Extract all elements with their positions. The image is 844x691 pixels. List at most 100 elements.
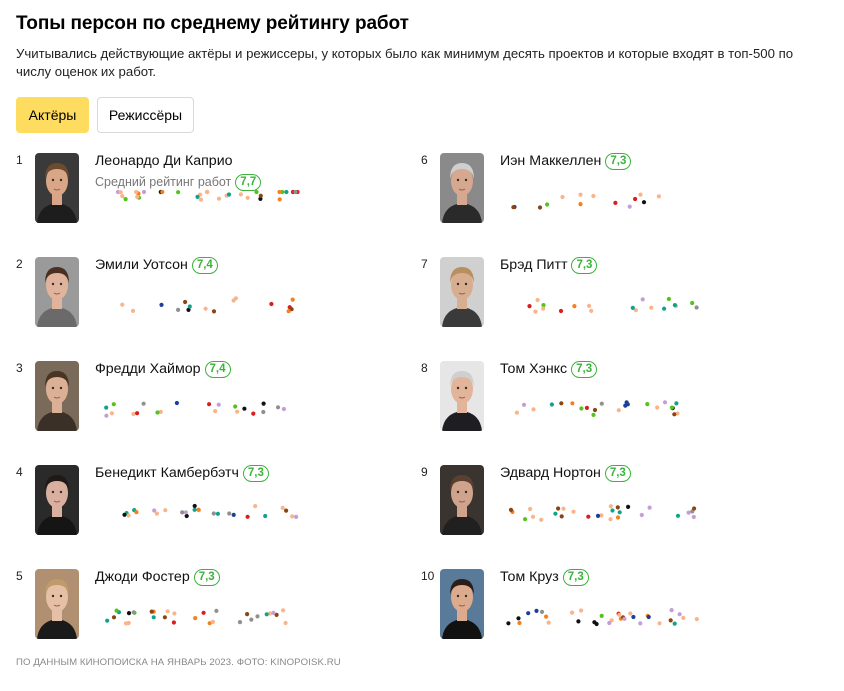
work-dot[interactable] [130, 308, 136, 313]
work-dot[interactable] [672, 621, 677, 626]
work-dot[interactable] [638, 621, 643, 626]
person-photo[interactable] [440, 153, 484, 223]
work-dot[interactable] [293, 189, 298, 195]
work-dot[interactable] [203, 306, 208, 311]
work-dot[interactable] [506, 621, 511, 626]
work-dot[interactable] [633, 196, 638, 202]
work-dot[interactable] [591, 193, 596, 199]
work-dot[interactable] [537, 205, 543, 210]
tab-actors[interactable]: Актёры [16, 97, 89, 133]
work-dot[interactable] [589, 308, 594, 313]
work-dot[interactable] [249, 617, 254, 622]
work-dot[interactable] [216, 402, 221, 407]
work-dot[interactable] [207, 402, 212, 407]
person-name[interactable]: Том Круз 7,3 [500, 569, 589, 586]
work-dot[interactable] [528, 506, 533, 512]
work-dot[interactable] [149, 609, 154, 614]
work-dot[interactable] [183, 299, 188, 305]
work-dot[interactable] [591, 412, 596, 417]
work-dot[interactable] [238, 192, 243, 197]
work-dot[interactable] [120, 302, 125, 307]
work-dot[interactable] [615, 515, 621, 520]
work-dot[interactable] [511, 205, 516, 210]
work-dot[interactable] [160, 189, 165, 195]
work-dot[interactable] [616, 408, 621, 413]
work-dot[interactable] [623, 403, 628, 408]
work-dot[interactable] [595, 513, 601, 518]
work-dot[interactable] [686, 510, 691, 515]
work-dot[interactable] [576, 619, 581, 624]
person-card[interactable]: 7 Брэд Питт 7,3 [421, 257, 721, 337]
person-name[interactable]: Эдвард Нортон 7,3 [500, 465, 631, 482]
work-dot[interactable] [645, 402, 650, 407]
work-dot[interactable] [269, 301, 274, 307]
work-dot[interactable] [662, 306, 667, 311]
work-dot[interactable] [530, 514, 536, 519]
work-dot[interactable] [571, 509, 576, 514]
work-dot[interactable] [281, 608, 286, 613]
work-dot[interactable] [231, 512, 236, 517]
work-dot[interactable] [258, 193, 263, 198]
work-dot[interactable] [253, 504, 258, 509]
person-name[interactable]: Брэд Питт 7,3 [500, 257, 598, 274]
work-dot[interactable] [245, 195, 250, 200]
work-dot[interactable] [521, 402, 527, 407]
person-name[interactable]: Джоди Фостер 7,3 [95, 569, 220, 586]
work-dot[interactable] [215, 511, 220, 516]
work-dot[interactable] [599, 513, 604, 518]
work-dot[interactable] [624, 400, 629, 405]
work-dot[interactable] [154, 511, 159, 516]
person-card[interactable]: 10 Том Круз 7,3 [421, 569, 721, 649]
work-dot[interactable] [610, 508, 615, 513]
work-dot[interactable] [163, 508, 168, 513]
work-dot[interactable] [523, 517, 528, 522]
work-dot[interactable] [174, 400, 179, 406]
work-dot[interactable] [264, 612, 269, 617]
work-dot[interactable] [151, 615, 156, 620]
work-dot[interactable] [546, 620, 551, 625]
work-dot[interactable] [281, 406, 286, 412]
work-dot[interactable] [641, 200, 647, 205]
work-dot[interactable] [198, 197, 203, 202]
work-dot[interactable] [242, 406, 247, 411]
work-dot[interactable] [141, 189, 147, 195]
person-photo[interactable] [35, 257, 79, 327]
work-dot[interactable] [290, 297, 295, 302]
work-dot[interactable] [261, 401, 266, 406]
work-dot[interactable] [533, 309, 538, 314]
work-dot[interactable] [176, 307, 181, 312]
work-dot[interactable] [159, 302, 164, 307]
work-dot[interactable] [526, 611, 531, 616]
work-dot[interactable] [126, 513, 131, 518]
work-dot[interactable] [578, 192, 583, 197]
person-card[interactable]: 6 Иэн Маккеллен 7,3 [421, 153, 721, 233]
work-dot[interactable] [558, 308, 564, 314]
work-dot[interactable] [271, 610, 276, 615]
work-dot[interactable] [570, 610, 575, 615]
work-dot[interactable] [681, 615, 686, 620]
work-dot[interactable] [192, 503, 197, 509]
work-dot[interactable] [263, 513, 268, 519]
work-dot[interactable] [255, 614, 260, 619]
work-dot[interactable] [111, 402, 116, 407]
work-dot[interactable] [691, 514, 696, 520]
work-dot[interactable] [599, 401, 604, 406]
work-dot[interactable] [158, 409, 163, 414]
work-dot[interactable] [283, 620, 288, 626]
work-dot[interactable] [114, 608, 119, 613]
work-dot[interactable] [592, 407, 598, 413]
person-name[interactable]: Том Хэнкс 7,3 [500, 361, 598, 378]
work-dot[interactable] [539, 609, 545, 614]
work-dot[interactable] [193, 616, 198, 621]
person-photo[interactable] [440, 257, 484, 327]
work-dot[interactable] [657, 621, 662, 626]
work-dot[interactable] [245, 514, 250, 519]
person-card[interactable]: 4 Бенедикт Камбербэтч 7,3 [16, 465, 316, 545]
work-dot[interactable] [561, 506, 566, 511]
person-card[interactable]: 5 Джоди Фостер 7,3 [16, 569, 316, 649]
person-name[interactable]: Леонардо Ди Каприо [95, 153, 233, 169]
work-dot[interactable] [123, 197, 128, 202]
work-dot[interactable] [122, 512, 127, 517]
work-dot[interactable] [592, 620, 597, 625]
work-dot[interactable] [126, 620, 131, 626]
